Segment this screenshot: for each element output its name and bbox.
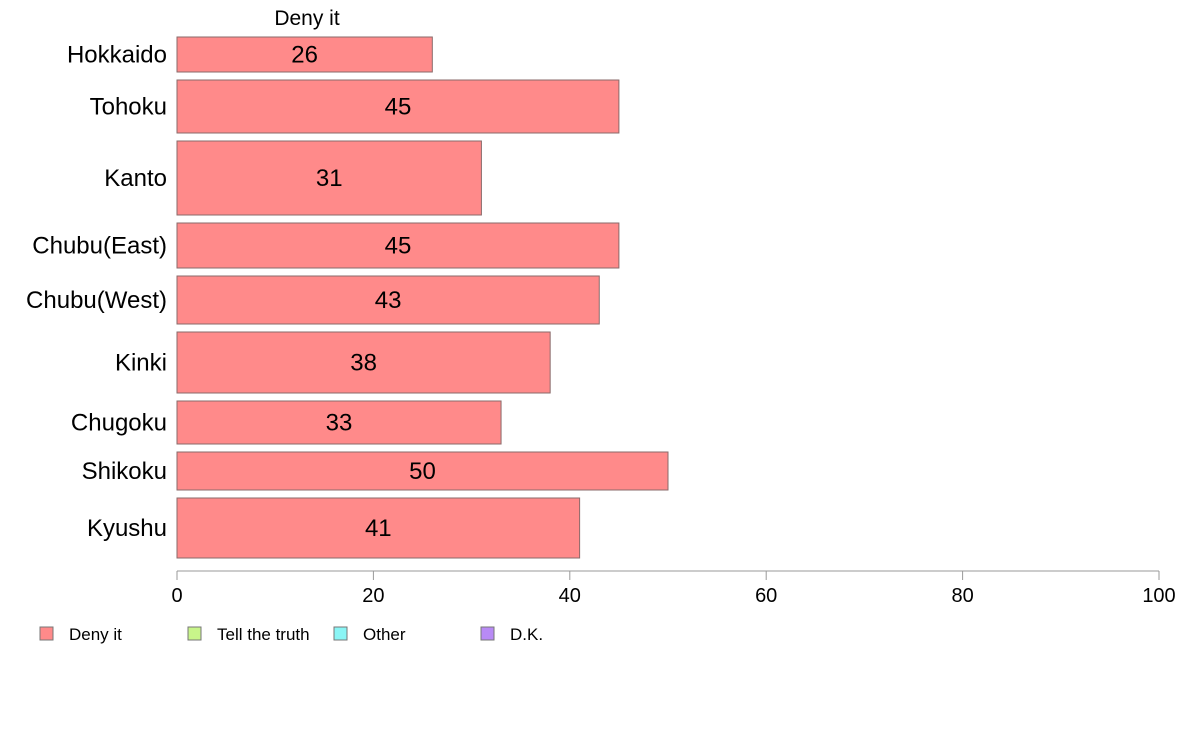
bar-value-label: 33 [326,410,353,437]
category-label: Chugoku [71,410,167,437]
category-labels: Hokkaido Tohoku Kanto Chubu(East) Chubu(West… [26,42,167,543]
bar-value-label: 43 [375,287,402,314]
bar-hokkaido-0 [176,36,433,73]
legend-swatch [39,626,54,641]
legend-swatch [480,626,495,641]
bar-shikoku-0 [176,451,669,491]
legend-label: Tell the truth [217,625,310,644]
legend-label: Deny it [69,625,122,644]
category-label: Kanto [104,165,167,192]
bar-value-label: 31 [316,165,343,192]
category-label: Kyushu [87,515,167,542]
category-label: Kinki [115,350,167,377]
bar-chubu-west--0 [176,275,600,325]
x-axis: 0 20 40 60 80 100 [171,570,1176,607]
bar-kinki-0 [176,331,551,394]
x-tick-label: 40 [559,585,581,607]
bar-kyushu-0 [176,497,581,559]
category-label: Chubu(East) [32,233,167,260]
legend-label: Other [363,625,406,644]
series-title: Deny it [274,7,340,30]
bars-group: 26 45 31 45 43 38 33 50 41 [176,36,669,559]
bar-chubu-east--0 [176,222,620,269]
x-tick-label: 80 [951,585,973,607]
legend-swatch [187,626,202,641]
x-tick-label: 100 [1142,585,1175,607]
legend: Deny it Tell the truth Other D.K. [39,625,543,644]
category-label: Shikoku [82,458,167,485]
category-label: Tohoku [90,94,167,121]
bar-value-label: 38 [350,350,377,377]
bar-value-label: 50 [409,458,436,485]
x-tick-label: 20 [362,585,384,607]
category-label: Chubu(West) [26,287,167,314]
bar-chugoku-0 [176,400,502,445]
category-label: Hokkaido [67,42,167,69]
x-tick-label: 60 [755,585,777,607]
bar-value-label: 45 [385,94,412,121]
legend-swatch [333,626,348,641]
x-tick-label: 0 [171,585,182,607]
bar-tohoku-0 [176,79,620,134]
bar-value-label: 26 [291,42,318,69]
legend-label: D.K. [510,625,543,644]
bar-kanto-0 [176,140,482,216]
bar-value-label: 41 [365,515,392,542]
bar-value-label: 45 [385,233,412,260]
